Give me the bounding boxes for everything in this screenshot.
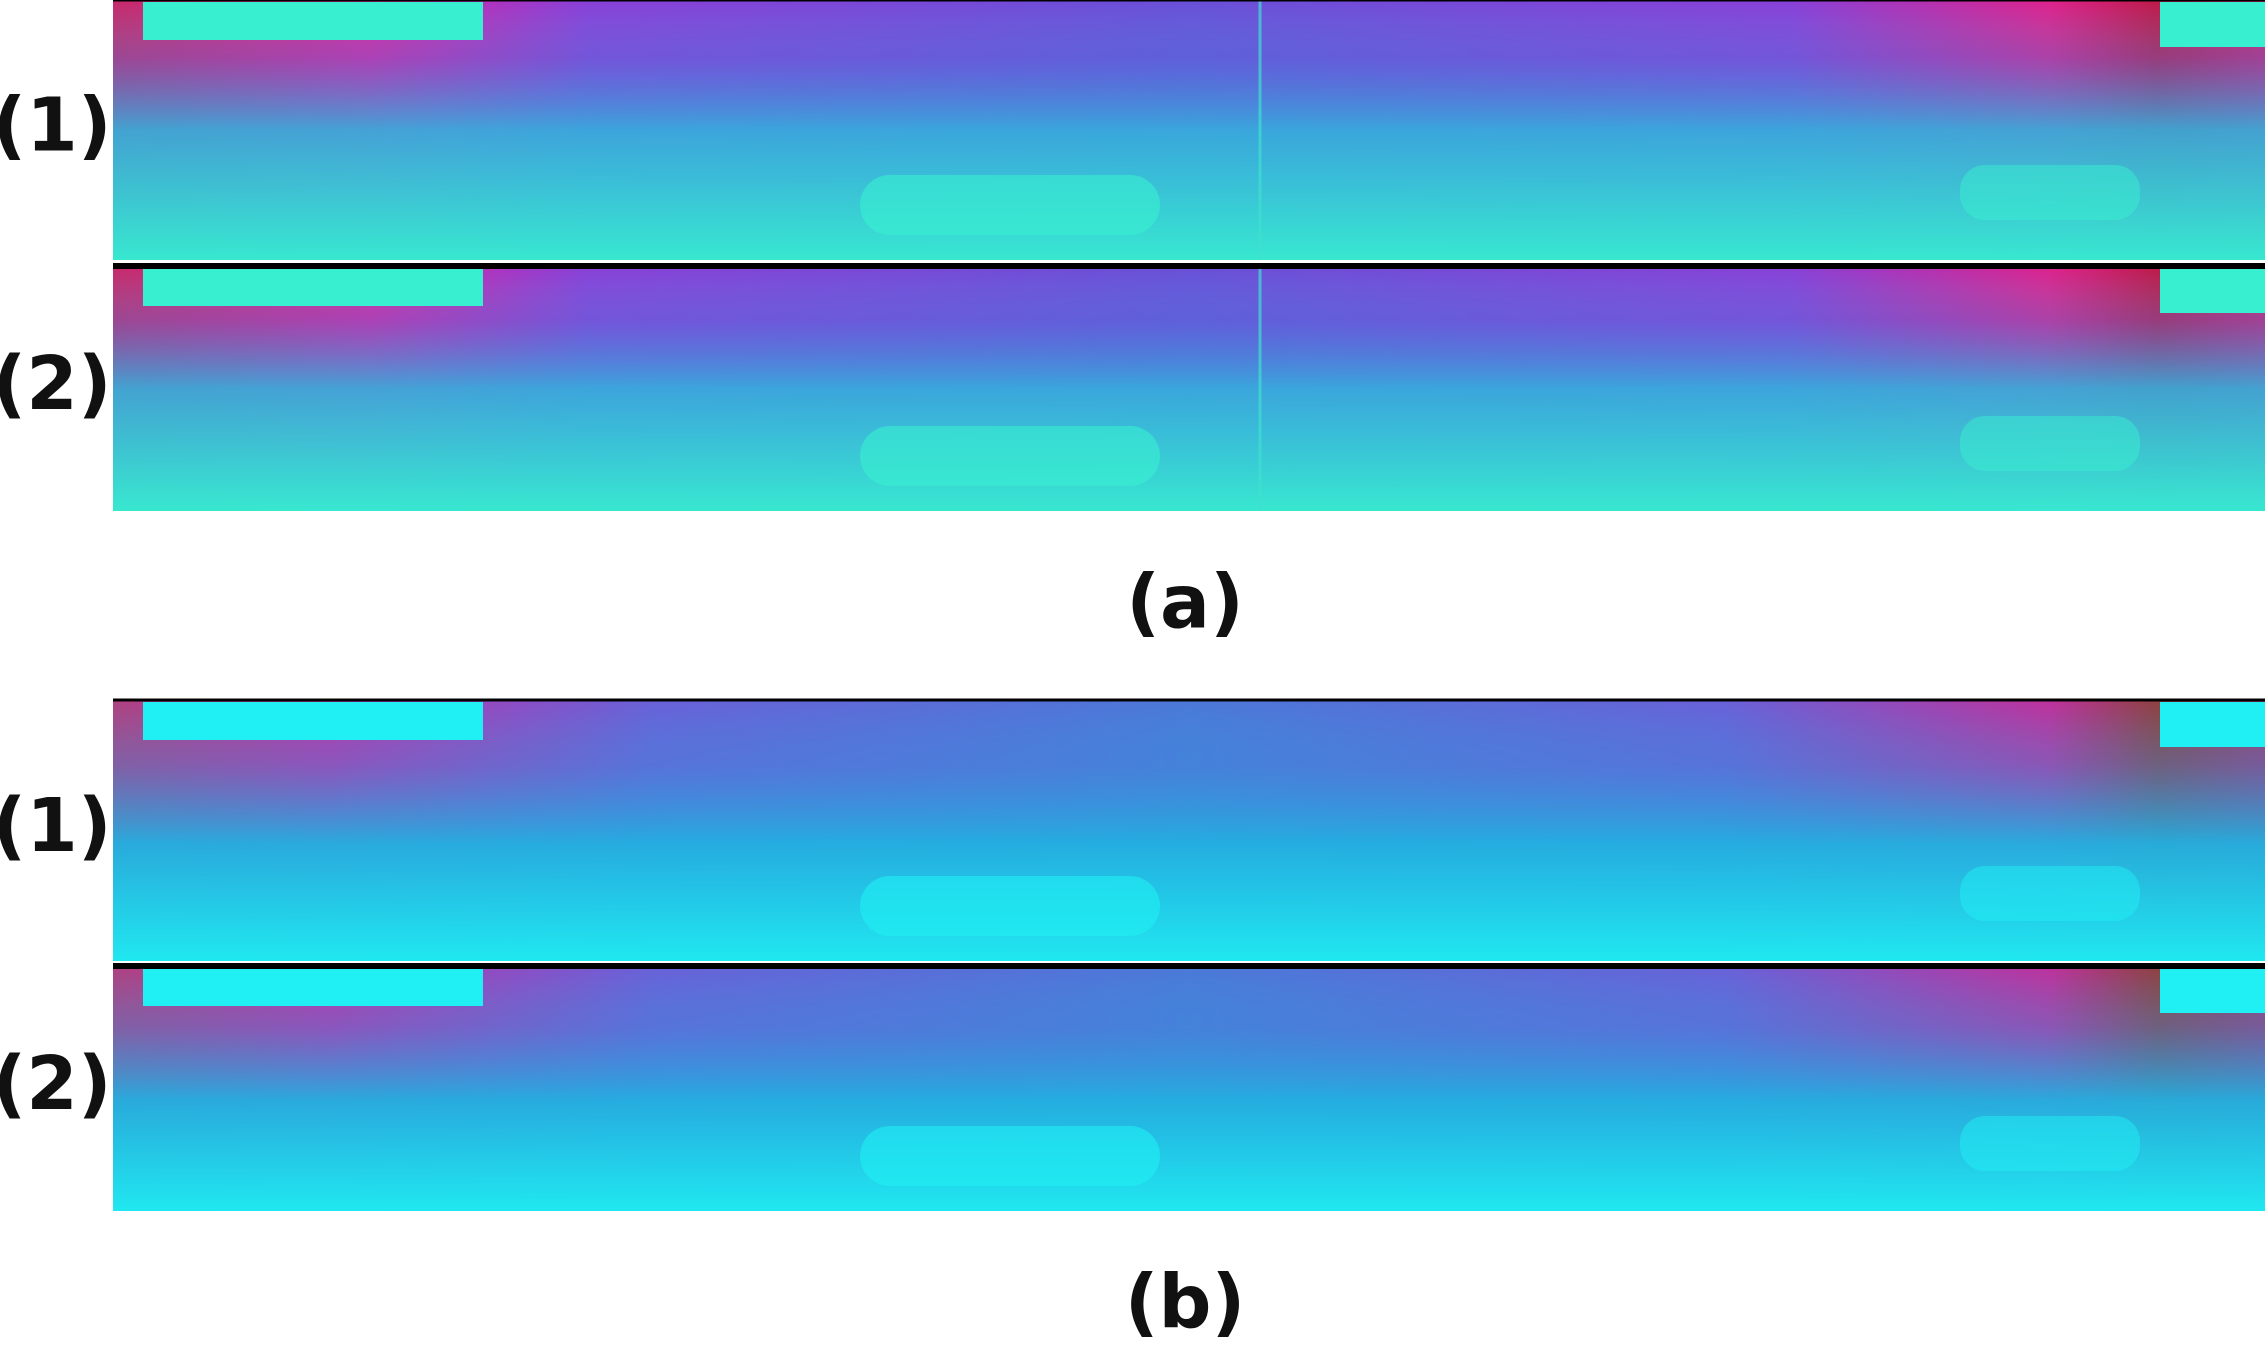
sky-left (143, 268, 483, 306)
sky-right (2160, 268, 2265, 313)
image-depth (113, 700, 2265, 961)
sky-left (143, 968, 483, 1006)
ground-patch (1960, 1116, 2140, 1171)
panel-caption: (a) (1126, 560, 1244, 646)
ground-patch (860, 175, 1160, 235)
ground-patch (1960, 866, 2140, 921)
sky-right (2160, 702, 2265, 747)
image-depth (113, 966, 2265, 1211)
image-depth (113, 0, 2265, 260)
ground-patch (1960, 165, 2140, 220)
ground-patch (860, 426, 1160, 486)
row-label: (2) (0, 341, 112, 427)
sky-left (143, 702, 483, 740)
ground-patch (860, 876, 1160, 936)
row-label: (2) (0, 1041, 112, 1127)
sky-right (2160, 968, 2265, 1013)
sky-right (2160, 2, 2265, 47)
ground-patch (860, 1126, 1160, 1186)
panel-caption: (b) (1125, 1260, 1246, 1346)
row-label: (1) (0, 83, 112, 169)
row-label: (1) (0, 783, 112, 869)
ground-patch (1960, 416, 2140, 471)
sky-left (143, 2, 483, 40)
image-depth (113, 266, 2265, 511)
